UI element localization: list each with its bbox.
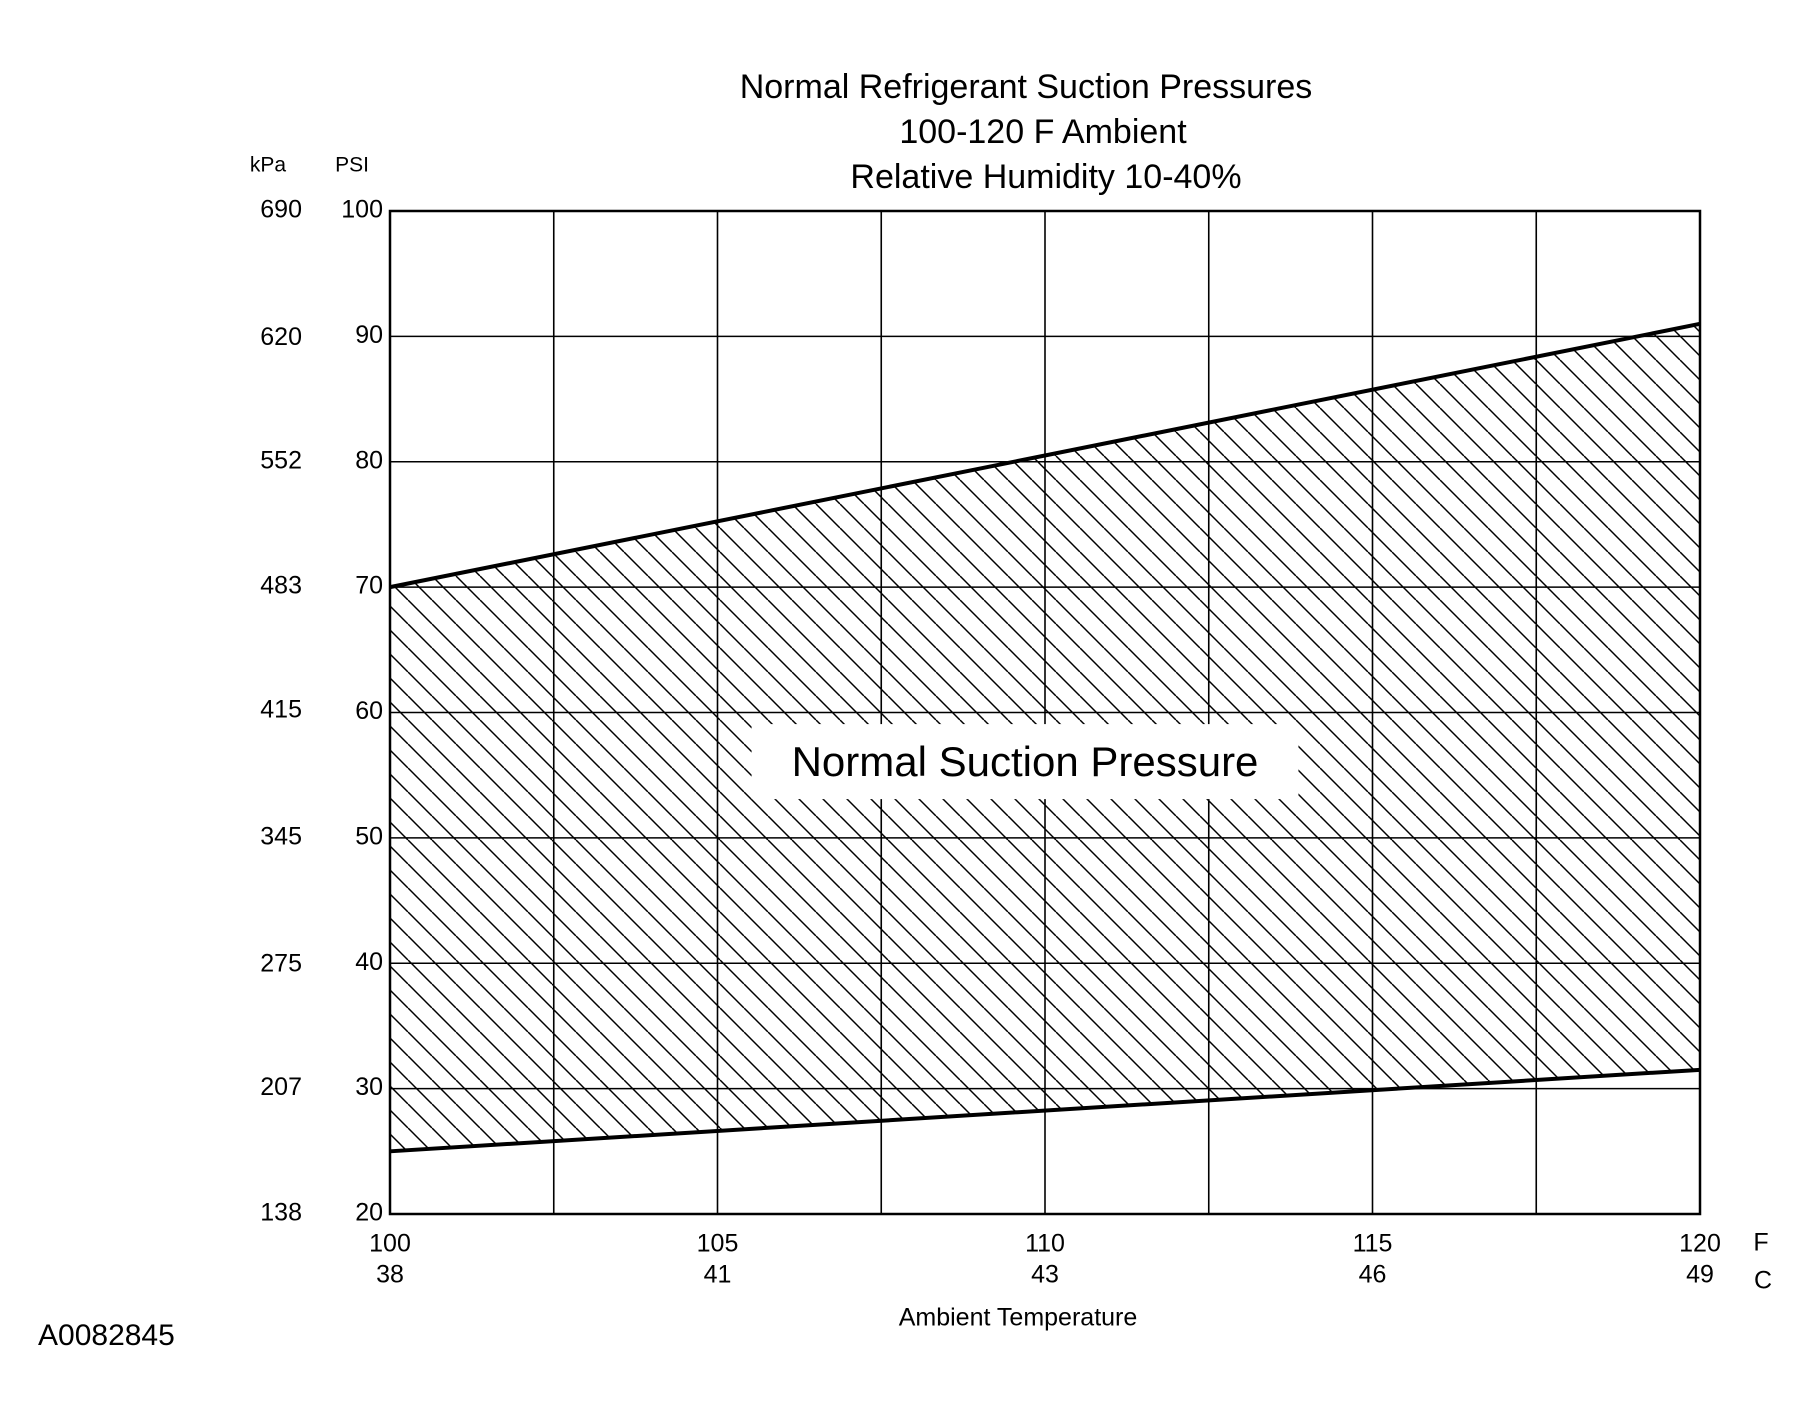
annotation: Normal Suction Pressure	[792, 738, 1259, 785]
y-tick-label: 60	[355, 697, 383, 725]
chart-title: Normal Refrigerant Suction Pressures	[740, 68, 1313, 106]
y2-tick-label: 483	[260, 572, 302, 600]
y-tick-label: 70	[355, 572, 383, 600]
x-tick-label: 110	[1025, 1230, 1065, 1258]
annotation-background	[751, 724, 1299, 800]
x2-tick-label: 41	[704, 1261, 732, 1289]
x2-unit: C	[1754, 1267, 1772, 1295]
x-tick-label: 100	[369, 1230, 411, 1258]
x-unit: F	[1753, 1229, 1768, 1257]
boundary-line	[389, 321, 1701, 590]
y2-tick-label: 552	[260, 446, 302, 474]
y2-tick-label: 690	[260, 196, 302, 224]
x-tick-label: 115	[1353, 1230, 1393, 1258]
y2-tick-label: 207	[260, 1073, 302, 1101]
y2-tick-label: 275	[260, 950, 302, 978]
x2-tick-label: 46	[1359, 1261, 1387, 1289]
x2-tick-label: 38	[376, 1261, 404, 1289]
x-tick-label: 120	[1679, 1230, 1721, 1258]
plot-border	[388, 209, 1702, 1216]
y-tick-label: 80	[355, 446, 383, 474]
y-tick-label: 30	[355, 1073, 383, 1101]
y2-tick-label: 345	[260, 822, 302, 850]
y-tick-label: 40	[355, 948, 383, 976]
y2-tick-label: 415	[260, 695, 302, 723]
boundary-line	[389, 1067, 1701, 1154]
y2-axis-label: kPa	[250, 154, 287, 177]
y2-tick-label: 620	[260, 323, 302, 351]
x2-tick-label: 49	[1686, 1261, 1714, 1289]
chart-subtitle: Relative Humidity 10-40%	[850, 158, 1241, 196]
y-axis-label: PSI	[335, 154, 369, 177]
x-tick-label: 105	[697, 1230, 739, 1258]
y-tick-label: 50	[355, 822, 383, 850]
chart-subtitle: 100-120 F Ambient	[899, 113, 1187, 151]
x2-tick-label: 43	[1031, 1261, 1059, 1289]
y2-tick-label: 138	[260, 1199, 302, 1227]
y-tick-label: 90	[355, 321, 383, 349]
footnote: A0082845	[38, 1319, 175, 1352]
x-axis-label: Ambient Temperature	[899, 1304, 1138, 1332]
y-tick-label: 100	[341, 196, 383, 224]
y-tick-label: 20	[355, 1199, 383, 1227]
